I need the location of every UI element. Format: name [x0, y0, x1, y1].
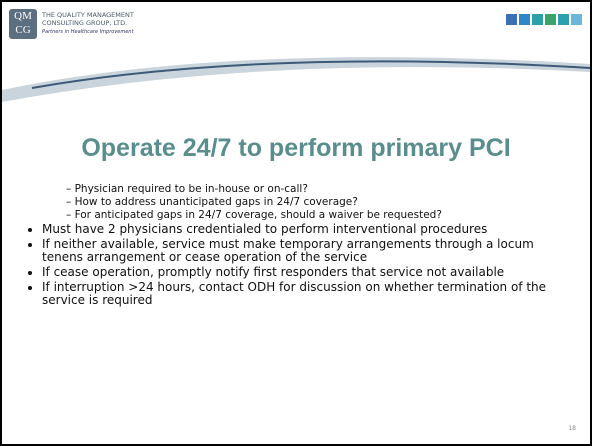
swoosh-line — [31, 60, 590, 89]
logo: QM CG — [9, 9, 37, 39]
swoosh — [2, 57, 590, 102]
bullet: If cease operation, promptly notify firs… — [42, 266, 572, 279]
tagline: Partners in Healthcare Improvement — [42, 29, 134, 35]
decor-squares — [506, 14, 582, 25]
company-line: CONSULTING GROUP, LTD. — [42, 19, 128, 27]
sub-bullet: For anticipated gaps in 24/7 coverage, s… — [66, 209, 442, 222]
sub-bullet: How to address unanticipated gaps in 24/… — [66, 196, 442, 209]
sub-bullet-list: Physician required to be in-house or on-… — [66, 183, 442, 222]
bullet: If neither available, service must make … — [42, 238, 572, 264]
logo-text: QM — [14, 10, 32, 22]
header-swoosh — [2, 57, 590, 102]
company-line: THE QUALITY MANAGEMENT — [42, 11, 134, 19]
logo-text: CG — [15, 24, 31, 36]
bullet: Must have 2 physicians credentialed to p… — [42, 223, 572, 236]
bullet-list: Must have 2 physicians credentialed to p… — [24, 223, 572, 309]
bullet: If interruption >24 hours, contact ODH f… — [42, 281, 572, 307]
slide-title: Operate 24/7 to perform primary PCI — [81, 134, 511, 162]
sub-bullet: Physician required to be in-house or on-… — [66, 183, 442, 196]
page-number: 18 — [568, 425, 576, 432]
company-name: THE QUALITY MANAGEMENT CONSULTING GROUP,… — [42, 11, 134, 27]
